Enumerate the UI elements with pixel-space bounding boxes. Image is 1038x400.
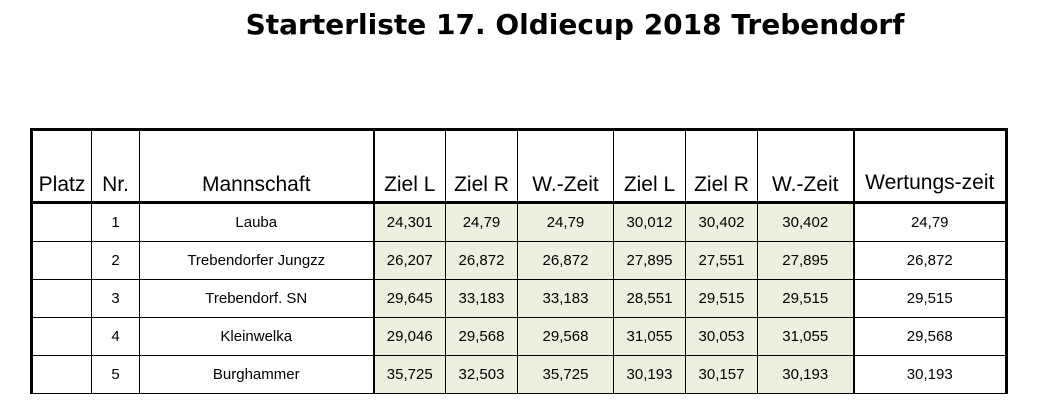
cell-ziel-r-1: 26,872: [445, 241, 518, 280]
header-w-zeit-2: W.-Zeit: [757, 128, 855, 204]
cell-ziel-l-2: 31,055: [613, 317, 686, 356]
cell-ziel-r-1: 32,503: [445, 355, 518, 394]
cell-platz: [30, 241, 92, 280]
table-body: 1 Lauba 24,301 24,79 24,79 30,012 30,402 30,402…: [30, 202, 1008, 394]
cell-ziel-l-1: 24,301: [373, 202, 446, 242]
cell-nr: 5: [91, 355, 140, 394]
table-row: 1 Lauba 24,301 24,79 24,79 30,012 30,402 30,402…: [30, 202, 1008, 242]
cell-nr: 4: [91, 317, 140, 356]
cell-w-zeit-1: 24,79: [517, 202, 614, 242]
starter-list-table: Platz Nr. Mannschaft Ziel L Ziel R W.-Ze…: [30, 128, 1008, 394]
cell-nr: 1: [91, 202, 140, 242]
cell-ziel-r-1: 29,568: [445, 317, 518, 356]
cell-wertungszeit: 29,515: [853, 279, 1008, 318]
table-row: 2 Trebendorfer Jungzz 26,207 26,872 26,872 27…: [30, 241, 1008, 280]
table-row: 4 Kleinwelka 29,046 29,568 29,568 31,055 30,05…: [30, 317, 1008, 356]
table-row: 3 Trebendorf. SN 29,645 33,183 33,183 28,551 2…: [30, 279, 1008, 318]
cell-wertungszeit: 29,568: [853, 317, 1008, 356]
cell-nr: 3: [91, 279, 140, 318]
cell-mannschaft: Lauba: [139, 202, 375, 242]
cell-ziel-l-1: 29,046: [373, 317, 446, 356]
cell-platz: [30, 317, 92, 356]
cell-ziel-l-2: 27,895: [613, 241, 686, 280]
cell-ziel-r-2: 30,053: [685, 317, 758, 356]
cell-w-zeit-1: 29,568: [517, 317, 614, 356]
header-wertungszeit: Wertungs-zeit: [853, 128, 1008, 204]
cell-w-zeit-2: 30,193: [757, 355, 855, 394]
header-platz: Platz: [30, 128, 92, 204]
cell-w-zeit-2: 30,402: [757, 202, 855, 242]
cell-ziel-l-2: 30,193: [613, 355, 686, 394]
header-ziel-r-2: Ziel R: [685, 128, 758, 204]
cell-w-zeit-2: 29,515: [757, 279, 855, 318]
cell-mannschaft: Trebendorf. SN: [139, 279, 375, 318]
cell-w-zeit-2: 31,055: [757, 317, 855, 356]
cell-ziel-r-2: 29,515: [685, 279, 758, 318]
cell-mannschaft: Trebendorfer Jungzz: [139, 241, 375, 280]
cell-w-zeit-1: 33,183: [517, 279, 614, 318]
header-mannschaft: Mannschaft: [139, 128, 375, 204]
header-ziel-l-1: Ziel L: [373, 128, 446, 204]
cell-ziel-l-1: 35,725: [373, 355, 446, 394]
cell-mannschaft: Burghammer: [139, 355, 375, 394]
header-nr: Nr.: [91, 128, 140, 204]
cell-ziel-l-1: 26,207: [373, 241, 446, 280]
table-row: 5 Burghammer 35,725 32,503 35,725 30,193 30,15…: [30, 355, 1008, 394]
header-row: Platz Nr. Mannschaft Ziel L Ziel R W.-Ze…: [30, 128, 1008, 204]
cell-ziel-r-2: 27,551: [685, 241, 758, 280]
cell-nr: 2: [91, 241, 140, 280]
header-ziel-r-1: Ziel R: [445, 128, 518, 204]
cell-wertungszeit: 30,193: [853, 355, 1008, 394]
cell-platz: [30, 202, 92, 242]
cell-mannschaft: Kleinwelka: [139, 317, 375, 356]
cell-wertungszeit: 26,872: [853, 241, 1008, 280]
cell-wertungszeit: 24,79: [853, 202, 1008, 242]
cell-ziel-r-1: 24,79: [445, 202, 518, 242]
page-title: Starterliste 17. Oldiecup 2018 Trebendor…: [245, 8, 905, 41]
cell-w-zeit-1: 26,872: [517, 241, 614, 280]
cell-ziel-l-2: 30,012: [613, 202, 686, 242]
cell-platz: [30, 355, 92, 394]
cell-platz: [30, 279, 92, 318]
cell-ziel-r-1: 33,183: [445, 279, 518, 318]
cell-ziel-l-2: 28,551: [613, 279, 686, 318]
header-w-zeit-1: W.-Zeit: [517, 128, 614, 204]
cell-w-zeit-2: 27,895: [757, 241, 855, 280]
cell-w-zeit-1: 35,725: [517, 355, 614, 394]
cell-ziel-l-1: 29,645: [373, 279, 446, 318]
cell-ziel-r-2: 30,402: [685, 202, 758, 242]
header-ziel-l-2: Ziel L: [613, 128, 686, 204]
cell-ziel-r-2: 30,157: [685, 355, 758, 394]
